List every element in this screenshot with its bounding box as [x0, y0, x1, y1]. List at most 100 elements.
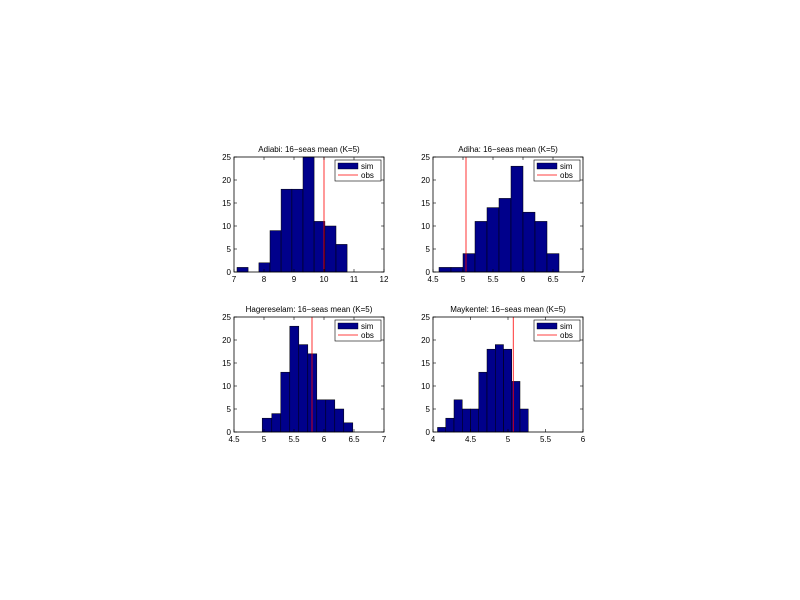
legend-label-obs: obs [361, 331, 374, 340]
y-tick-label: 15 [421, 199, 430, 208]
histogram-bar [258, 262, 271, 273]
histogram-bar [343, 422, 354, 433]
x-tick-label: 10 [320, 275, 329, 284]
histogram-bar [261, 417, 273, 433]
y-tick-label: 15 [222, 199, 231, 208]
histogram-bar [474, 221, 488, 273]
x-tick-label: 6 [581, 435, 586, 444]
x-tick-label: 5.5 [540, 435, 552, 444]
y-tick-label: 0 [227, 268, 232, 277]
histogram-panel-1: 7 8 9 10 11 12 0 5 10 15 20 25 Adiabi: 16−seas mean … [222, 145, 389, 284]
histogram-bar [510, 165, 524, 273]
x-tick-label: 8 [262, 275, 267, 284]
legend-label-obs: obs [560, 171, 573, 180]
histogram-bar [291, 188, 304, 273]
histogram-bar [453, 399, 463, 433]
legend-label-obs: obs [361, 171, 374, 180]
histogram-panel-3: 4.5 5 5.5 6 6.5 7 0 5 10 15 20 25 Hagereselam: 16−se… [222, 305, 387, 444]
histogram-bar [486, 207, 500, 273]
histogram-bar [462, 253, 476, 273]
y-tick-label: 5 [227, 405, 232, 414]
y-tick-label: 10 [222, 382, 231, 391]
x-tick-label: 4 [431, 435, 436, 444]
x-tick-label: 5 [262, 435, 267, 444]
x-tick-label: 7 [382, 435, 387, 444]
histogram-bar [271, 413, 282, 433]
y-tick-label: 25 [222, 313, 231, 322]
histogram-bar [335, 244, 348, 273]
histogram-bar [437, 427, 446, 433]
legend-label-obs: obs [560, 331, 573, 340]
y-tick-label: 5 [426, 245, 431, 254]
legend-swatch-sim [536, 322, 558, 330]
histogram-bar [462, 408, 471, 433]
histogram-bar [450, 267, 464, 273]
x-tick-label: 6 [521, 275, 526, 284]
histogram-bar [486, 348, 496, 433]
histogram-bar [280, 371, 291, 433]
x-tick-label: 5 [506, 435, 511, 444]
x-tick-label: 9 [292, 275, 297, 284]
x-tick-label: 12 [380, 275, 389, 284]
y-tick-label: 15 [421, 359, 430, 368]
y-tick-label: 20 [421, 336, 430, 345]
histogram-bar [280, 188, 293, 273]
x-tick-label: 6 [322, 435, 327, 444]
y-tick-label: 0 [227, 428, 232, 437]
histogram-bar [522, 211, 536, 273]
legend-label-sim: sim [361, 322, 374, 331]
chart-title: Maykentel: 16−seas mean (K=5) [450, 305, 566, 314]
legend-swatch-sim [337, 162, 359, 170]
legend-swatch-sim [536, 162, 558, 170]
histogram-bar [269, 230, 282, 273]
chart-title: Adiabi: 16−seas mean (K=5) [258, 145, 360, 154]
y-tick-label: 25 [421, 153, 430, 162]
y-tick-label: 0 [426, 428, 431, 437]
legend-swatch-sim [337, 322, 359, 330]
y-tick-label: 15 [222, 359, 231, 368]
x-tick-label: 11 [350, 275, 359, 284]
legend-label-sim: sim [560, 162, 573, 171]
histogram-bar [325, 399, 336, 433]
x-tick-label: 7 [581, 275, 586, 284]
x-tick-label: 6.5 [348, 435, 360, 444]
chart-title: Hagereselam: 16−seas mean (K=5) [246, 305, 373, 314]
x-tick-label: 5.5 [487, 275, 499, 284]
x-tick-label: 4.5 [465, 435, 477, 444]
legend-label-sim: sim [560, 322, 573, 331]
histogram-bar [298, 344, 309, 433]
histogram-bar [470, 408, 479, 433]
y-tick-label: 10 [421, 222, 430, 231]
x-tick-label: 4.5 [228, 435, 240, 444]
y-tick-label: 25 [222, 153, 231, 162]
axes-frame [233, 156, 385, 273]
x-tick-label: 4.5 [427, 275, 439, 284]
y-tick-label: 5 [426, 405, 431, 414]
histogram-bar [302, 156, 315, 273]
histogram-bar [438, 267, 452, 273]
x-tick-label: 6.5 [547, 275, 559, 284]
y-tick-label: 0 [426, 268, 431, 277]
histogram-bar [324, 225, 337, 273]
histogram-bar [445, 417, 455, 433]
axes-frame [233, 316, 385, 433]
histogram-bar [519, 408, 529, 433]
histogram-bar [236, 267, 249, 273]
y-tick-label: 25 [421, 313, 430, 322]
histogram-panel-2: 4.5 5 5.5 6 6.5 7 0 5 10 15 20 25 Adiha: 16−seas mea… [421, 145, 586, 284]
legend-label-sim: sim [361, 162, 374, 171]
histogram-panel-4: 4 4.5 5 5.5 6 0 5 10 15 20 25 Maykentel: 16−seas me… [421, 305, 586, 444]
histogram-bar [498, 198, 512, 273]
y-tick-label: 5 [227, 245, 232, 254]
x-tick-label: 5.5 [288, 435, 300, 444]
x-tick-label: 7 [232, 275, 237, 284]
histogram-bar [316, 399, 327, 433]
histogram-bar [478, 371, 488, 433]
y-tick-label: 20 [222, 176, 231, 185]
histogram-bar [313, 221, 326, 273]
